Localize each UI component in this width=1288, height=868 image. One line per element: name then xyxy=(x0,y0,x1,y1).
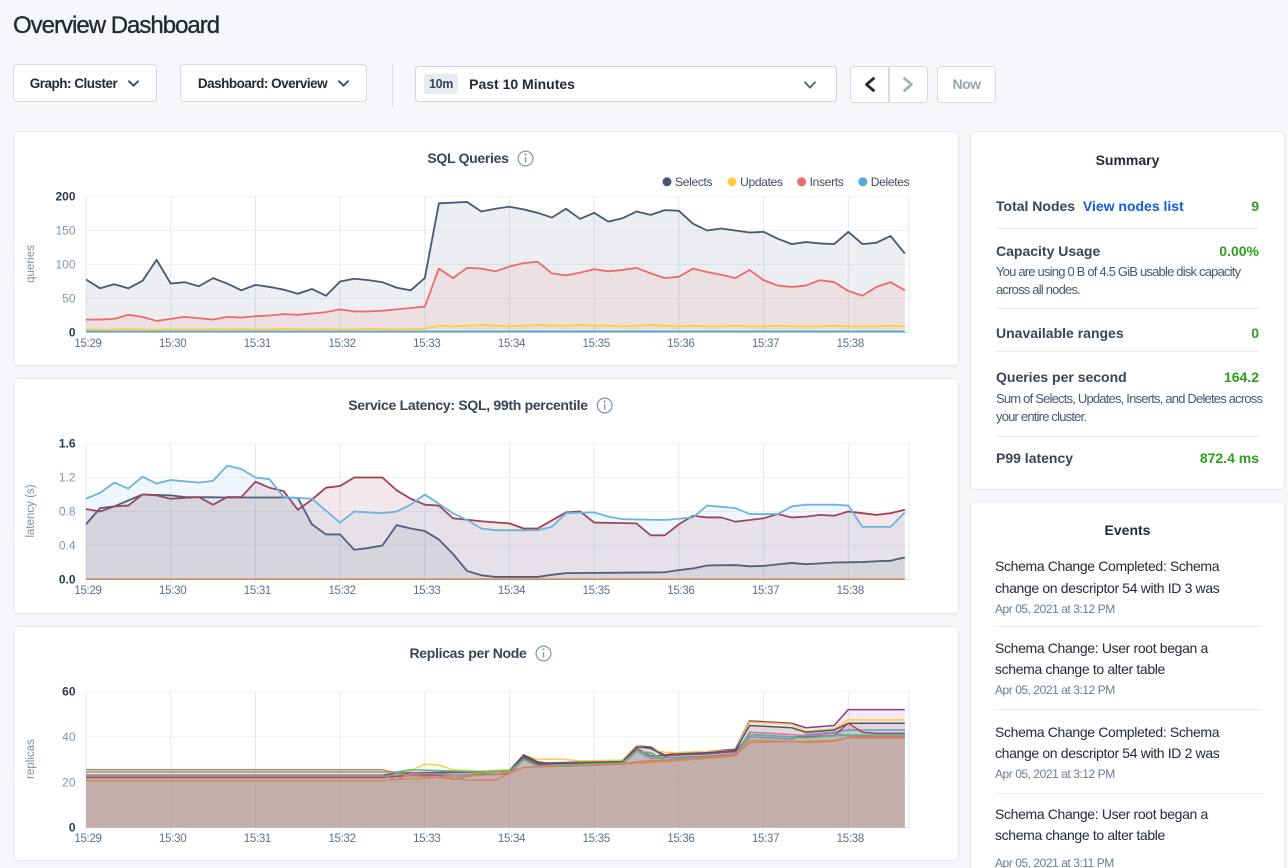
svg-text:1.6: 1.6 xyxy=(59,437,76,451)
svg-text:15:33: 15:33 xyxy=(413,585,440,597)
svg-text:200: 200 xyxy=(55,190,75,204)
svg-text:15:37: 15:37 xyxy=(752,338,779,350)
svg-text:15:35: 15:35 xyxy=(583,833,610,845)
svg-text:15:36: 15:36 xyxy=(667,833,694,845)
svg-text:latency (s): latency (s) xyxy=(25,484,37,537)
svg-text:Service Latency: SQL, 99th per: Service Latency: SQL, 99th percentile xyxy=(348,397,588,413)
svg-text:15:36: 15:36 xyxy=(667,585,694,597)
svg-text:1.2: 1.2 xyxy=(59,471,76,485)
svg-text:100: 100 xyxy=(55,258,75,272)
svg-text:60: 60 xyxy=(62,685,76,699)
svg-text:15:29: 15:29 xyxy=(74,833,101,845)
svg-text:15:32: 15:32 xyxy=(328,833,355,845)
svg-text:Deletes: Deletes xyxy=(871,175,910,189)
svg-text:150: 150 xyxy=(55,224,75,238)
svg-text:15:38: 15:38 xyxy=(837,833,864,845)
svg-text:15:30: 15:30 xyxy=(159,585,186,597)
svg-text:15:29: 15:29 xyxy=(74,338,101,350)
svg-text:15:33: 15:33 xyxy=(413,833,440,845)
svg-text:15:30: 15:30 xyxy=(159,833,186,845)
svg-text:15:29: 15:29 xyxy=(74,585,101,597)
svg-text:15:31: 15:31 xyxy=(244,585,271,597)
svg-text:SQL Queries: SQL Queries xyxy=(427,150,509,166)
svg-text:15:34: 15:34 xyxy=(498,585,526,597)
svg-text:15:38: 15:38 xyxy=(837,585,864,597)
svg-text:0: 0 xyxy=(69,326,76,340)
svg-text:20: 20 xyxy=(62,775,76,789)
svg-text:queries: queries xyxy=(25,245,37,283)
svg-text:15:32: 15:32 xyxy=(328,585,355,597)
svg-text:15:31: 15:31 xyxy=(244,338,271,350)
svg-text:15:31: 15:31 xyxy=(244,833,271,845)
svg-text:Updates: Updates xyxy=(740,175,783,189)
svg-text:0: 0 xyxy=(69,821,76,835)
svg-text:15:36: 15:36 xyxy=(667,338,694,350)
svg-text:0.8: 0.8 xyxy=(59,505,76,519)
svg-text:15:38: 15:38 xyxy=(837,338,864,350)
svg-text:15:32: 15:32 xyxy=(328,338,355,350)
svg-text:15:35: 15:35 xyxy=(583,338,610,350)
svg-text:15:37: 15:37 xyxy=(752,585,779,597)
svg-text:replicas: replicas xyxy=(25,739,37,779)
svg-text:Replicas per Node: Replicas per Node xyxy=(409,645,527,661)
svg-text:Inserts: Inserts xyxy=(810,175,844,189)
svg-text:15:37: 15:37 xyxy=(752,833,779,845)
svg-text:15:35: 15:35 xyxy=(583,585,610,597)
svg-text:15:34: 15:34 xyxy=(498,833,526,845)
svg-text:0.4: 0.4 xyxy=(59,539,76,553)
svg-text:15:30: 15:30 xyxy=(159,338,186,350)
svg-text:0.0: 0.0 xyxy=(59,573,76,587)
svg-text:15:33: 15:33 xyxy=(413,338,440,350)
svg-text:40: 40 xyxy=(62,730,76,744)
svg-text:50: 50 xyxy=(62,292,76,306)
svg-text:Selects: Selects xyxy=(675,175,713,189)
svg-text:15:34: 15:34 xyxy=(498,338,526,350)
